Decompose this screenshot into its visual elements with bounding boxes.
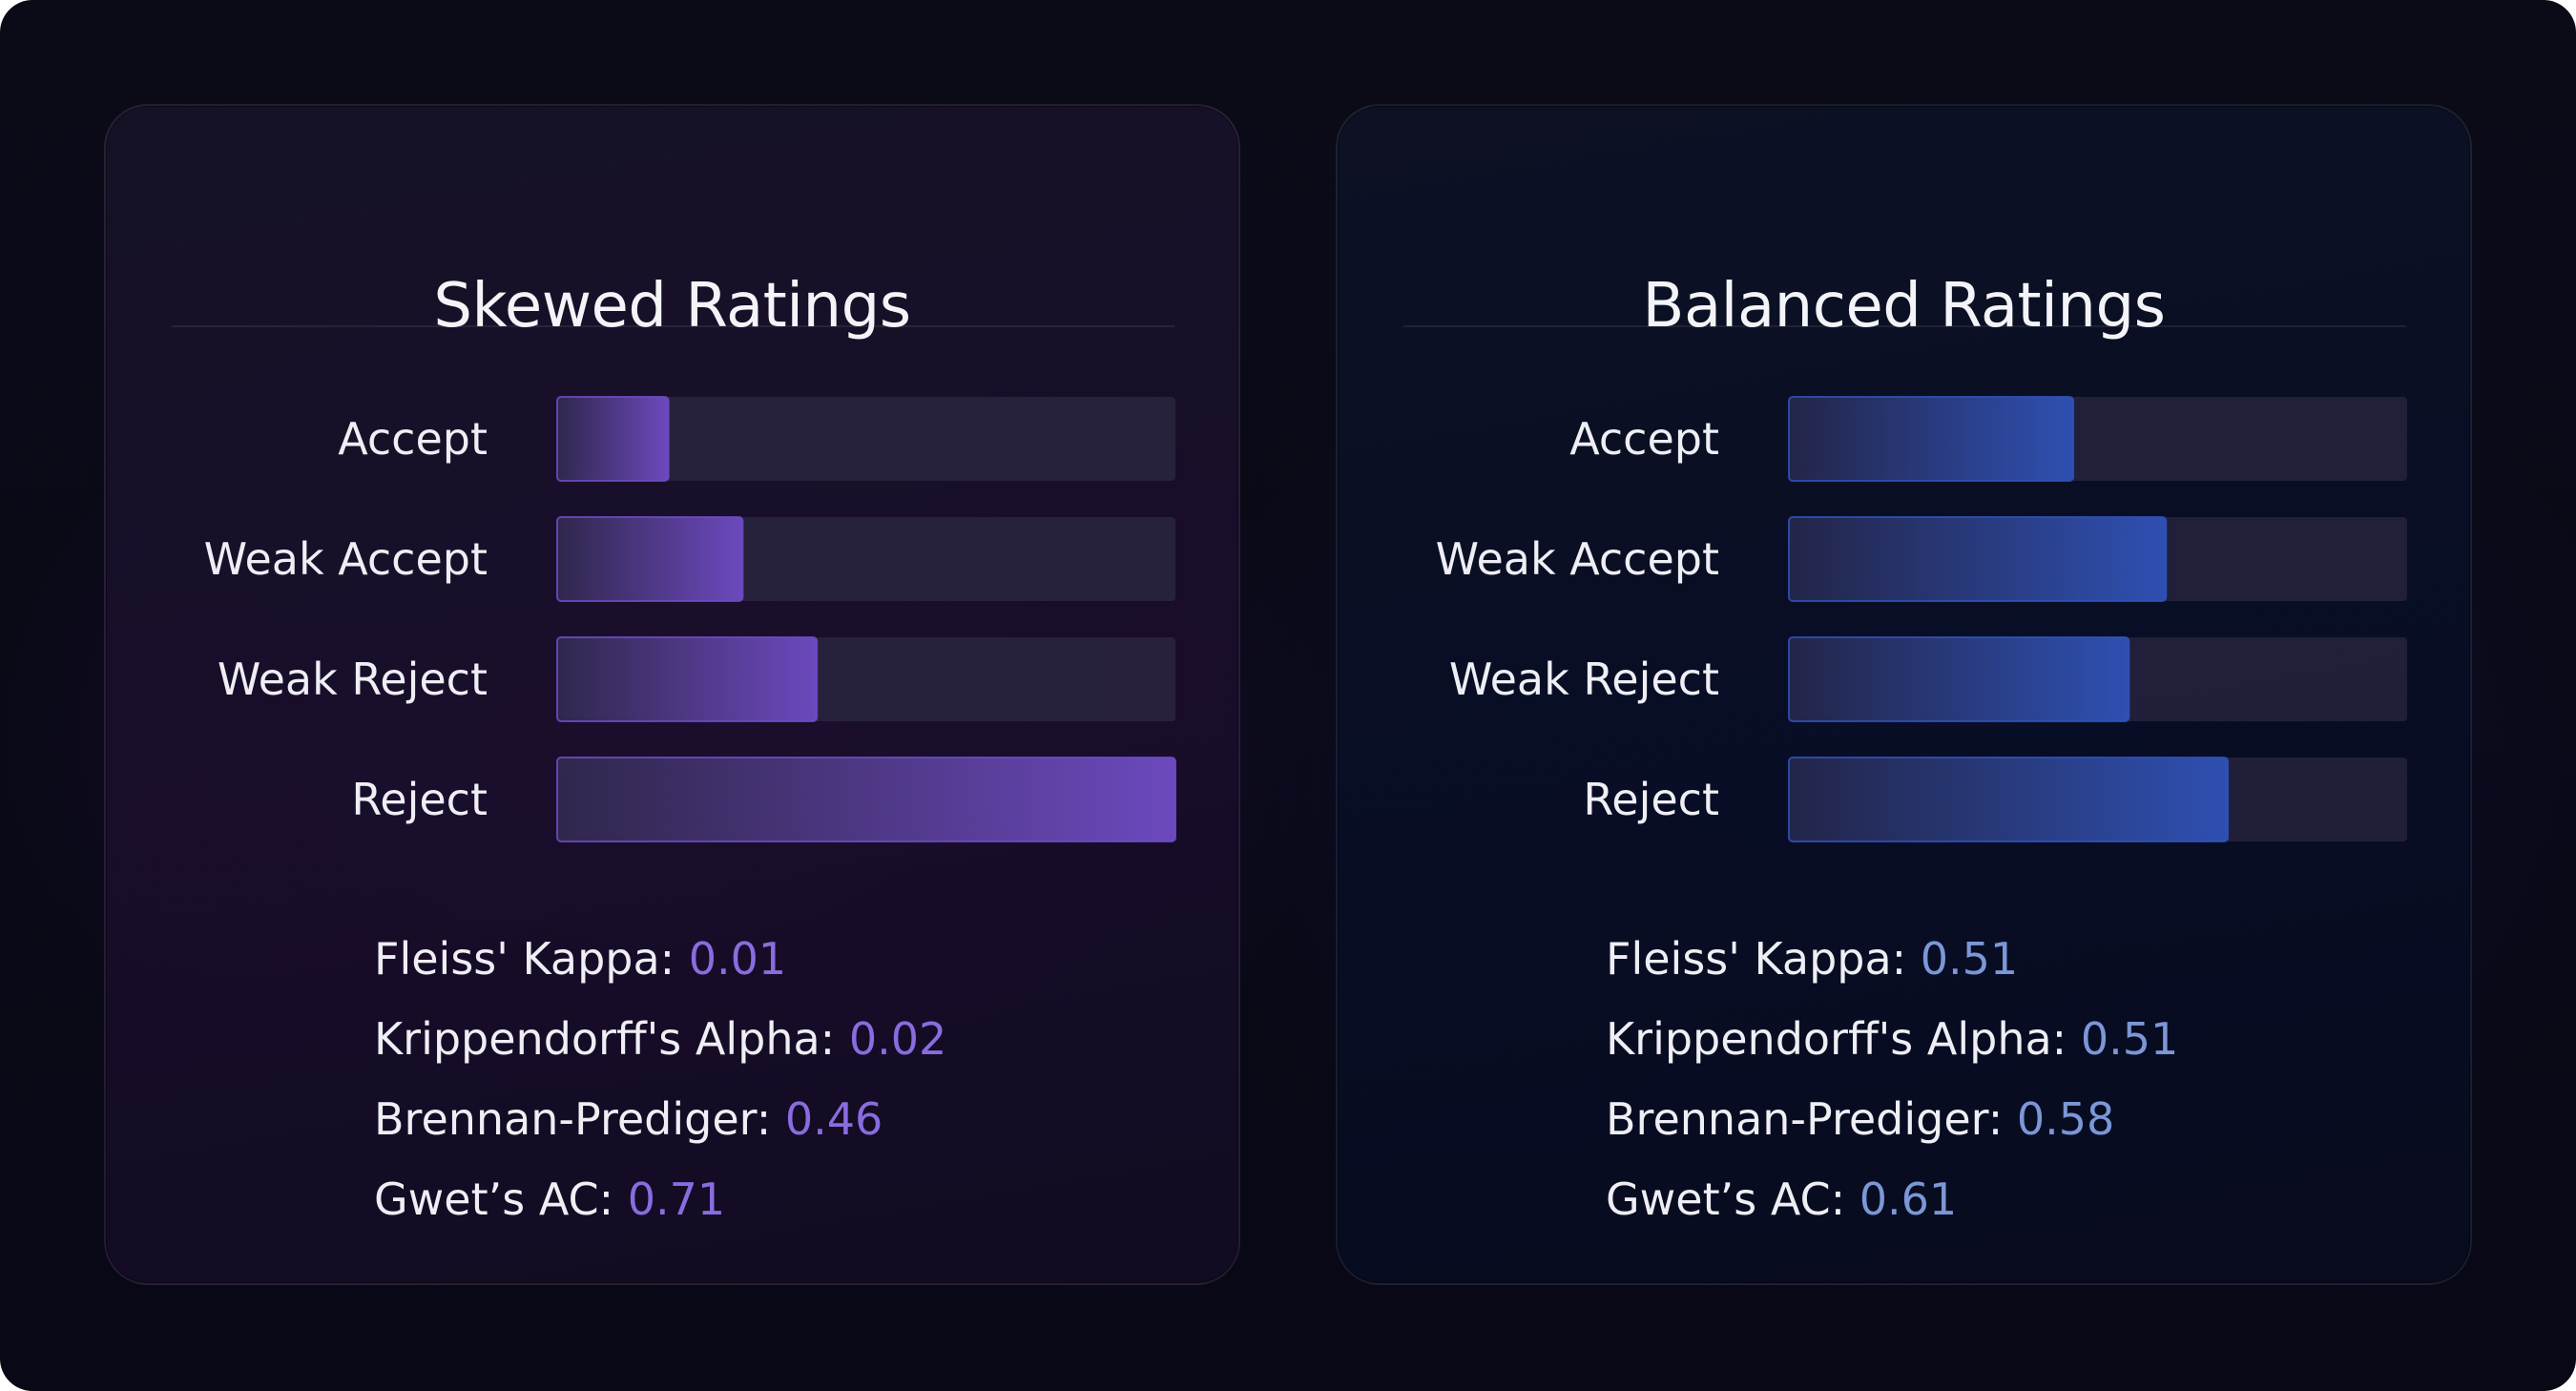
skewed-ratings-card: Skewed Ratings Accept Weak Accept Weak Rej… bbox=[104, 104, 1240, 1285]
skewed-metrics-list: Fleiss' Kappa: 0.01 Krippendorff's Alpha… bbox=[374, 919, 1214, 1239]
skewed-weak-accept-bar bbox=[556, 516, 744, 602]
metric-value: 0.58 bbox=[2016, 1093, 2115, 1145]
balanced-card-title: Balanced Ratings bbox=[1642, 271, 2166, 342]
balanced-metric-krippendorff-alpha: Krippendorff's Alpha: 0.51 bbox=[1606, 999, 2445, 1079]
metric-value: 0.46 bbox=[784, 1093, 883, 1145]
skewed-accept-track bbox=[557, 397, 1175, 481]
metric-value: 0.51 bbox=[1920, 933, 2019, 985]
balanced-weak-accept-label: Weak Accept bbox=[1436, 533, 1719, 585]
balanced-weak-reject-bar bbox=[1788, 636, 2130, 722]
balanced-weak-accept-bar bbox=[1788, 516, 2168, 602]
balanced-metric-gwets-ac: Gwet’s AC: 0.61 bbox=[1606, 1159, 2445, 1239]
metric-label: Krippendorff's Alpha: bbox=[374, 1013, 849, 1065]
balanced-weak-reject-label: Weak Reject bbox=[1449, 654, 1719, 705]
balanced-metric-fleiss-kappa: Fleiss' Kappa: 0.51 bbox=[1606, 919, 2445, 999]
skewed-reject-bar bbox=[556, 757, 1176, 842]
balanced-metric-brennan-prediger: Brennan-Prediger: 0.58 bbox=[1606, 1079, 2445, 1159]
balanced-title-divider bbox=[1403, 325, 2406, 327]
balanced-reject-bar bbox=[1788, 757, 2230, 842]
skewed-metric-fleiss-kappa: Fleiss' Kappa: 0.01 bbox=[374, 919, 1214, 999]
skewed-metric-brennan-prediger: Brennan-Prediger: 0.46 bbox=[374, 1079, 1214, 1159]
metric-label: Brennan-Prediger: bbox=[1606, 1093, 2017, 1145]
metric-label: Fleiss' Kappa: bbox=[374, 933, 689, 985]
metric-value: 0.02 bbox=[848, 1013, 947, 1065]
metric-label: Krippendorff's Alpha: bbox=[1606, 1013, 2081, 1065]
balanced-reject-label: Reject bbox=[1583, 774, 1719, 825]
skewed-weak-accept-label: Weak Accept bbox=[204, 533, 488, 585]
balanced-ratings-card: Balanced Ratings Accept Weak Accept Weak R… bbox=[1336, 104, 2472, 1285]
metric-value: 0.01 bbox=[688, 933, 787, 985]
metric-label: Brennan-Prediger: bbox=[374, 1093, 785, 1145]
skewed-accept-label: Accept bbox=[338, 413, 488, 465]
metric-label: Fleiss' Kappa: bbox=[1606, 933, 1921, 985]
skewed-reject-label: Reject bbox=[351, 774, 488, 825]
skewed-weak-reject-label: Weak Reject bbox=[218, 654, 488, 705]
skewed-metric-gwets-ac: Gwet’s AC: 0.71 bbox=[374, 1159, 1214, 1239]
skewed-accept-bar bbox=[556, 396, 670, 482]
metric-label: Gwet’s AC: bbox=[374, 1173, 628, 1225]
skewed-weak-reject-bar bbox=[556, 636, 819, 722]
metric-value: 0.71 bbox=[627, 1173, 726, 1225]
skewed-metric-krippendorff-alpha: Krippendorff's Alpha: 0.02 bbox=[374, 999, 1214, 1079]
balanced-bar-chart: Accept Weak Accept Weak Reject Reject bbox=[1436, 396, 2407, 842]
balanced-metrics-list: Fleiss' Kappa: 0.51 Krippendorff's Alpha… bbox=[1606, 919, 2445, 1239]
balanced-accept-label: Accept bbox=[1569, 413, 1719, 465]
metric-value: 0.61 bbox=[1859, 1173, 1958, 1225]
skewed-title-divider bbox=[172, 325, 1174, 327]
metric-label: Gwet’s AC: bbox=[1606, 1173, 1859, 1225]
balanced-accept-bar bbox=[1788, 396, 2075, 482]
skewed-bar-chart: Accept Weak Accept Weak Reject Reject bbox=[204, 396, 1176, 842]
skewed-card-title: Skewed Ratings bbox=[433, 271, 911, 342]
metric-value: 0.51 bbox=[2080, 1013, 2179, 1065]
